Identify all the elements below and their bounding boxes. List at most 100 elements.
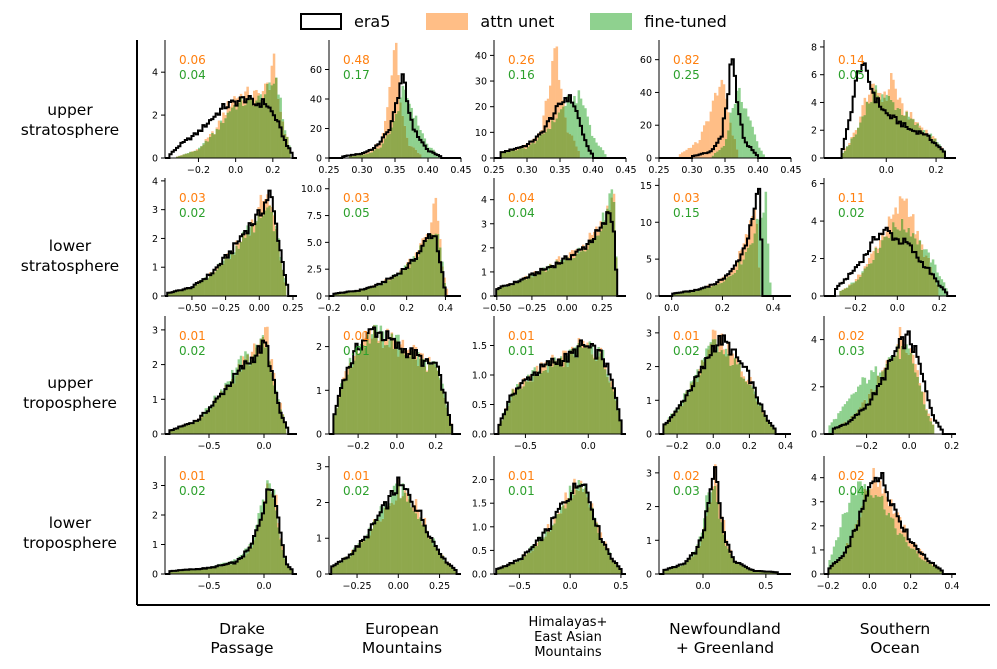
- attn-unet-bar: [870, 488, 873, 496]
- overlap-bar: [874, 494, 878, 574]
- overlap-bar: [253, 540, 256, 574]
- overlap-bar: [524, 554, 528, 574]
- x-tick-label: 0.40: [747, 165, 768, 176]
- overlap-bar: [202, 416, 205, 434]
- era5-step-line: [165, 339, 297, 435]
- overlap-bar: [599, 539, 603, 574]
- overlap-bar: [381, 518, 385, 574]
- overlap-bar: [439, 554, 442, 574]
- overlap-bar: [246, 230, 249, 296]
- fine-tuned-bar: [608, 193, 611, 211]
- attn-unet-bar: [384, 340, 387, 346]
- fine-tuned-bar: [381, 507, 385, 519]
- era5-step-line: [659, 187, 791, 297]
- overlap-bar: [700, 288, 704, 296]
- overlap-bar: [727, 353, 730, 434]
- overlap-bar: [546, 531, 550, 574]
- overlap-bar: [914, 372, 917, 434]
- x-tick-label: −0.5: [197, 441, 220, 452]
- overlap-bar: [191, 151, 194, 158]
- overlap-bar: [905, 542, 908, 574]
- overlap-bar: [555, 361, 559, 434]
- overlap-bar: [231, 107, 234, 158]
- overlap-bar: [740, 377, 743, 434]
- overlap-bar: [206, 278, 210, 296]
- y-tick-label: 2: [152, 511, 158, 522]
- fine-tuned-bar: [870, 370, 873, 389]
- overlap-bar: [689, 557, 693, 574]
- overlap-bar: [828, 568, 831, 574]
- y-tick-label: 3: [811, 497, 817, 508]
- y-tick-label: 0: [316, 570, 322, 581]
- fine-tuned-bar: [516, 384, 519, 387]
- overlap-bar: [731, 557, 735, 574]
- era5-step-line: [329, 73, 461, 159]
- y-tick-label: 60: [640, 55, 652, 66]
- overlap-bar: [714, 153, 717, 158]
- fine-tuned-bar: [863, 484, 867, 489]
- overlap-bar: [540, 538, 543, 574]
- overlap-bar: [736, 149, 739, 158]
- attn-unet-bar: [711, 486, 715, 490]
- fine-tuned-bar: [441, 261, 444, 267]
- overlap-bar: [716, 284, 719, 296]
- overlap-bar: [171, 292, 175, 296]
- fine-tuned-bar: [881, 94, 884, 102]
- x-tick-label: 0.2: [715, 303, 730, 314]
- attn-unet-bar: [923, 392, 926, 405]
- overlap-bar: [401, 496, 405, 574]
- attn-unet-bar: [555, 46, 559, 119]
- attn-unet-bar: [377, 144, 380, 149]
- overlap-bar: [898, 358, 902, 434]
- overlap-bar: [428, 538, 431, 574]
- y-tick-label: 2.0: [472, 475, 487, 486]
- overlap-bar: [333, 565, 336, 574]
- fine-tuned-bar: [571, 104, 574, 136]
- overlap-bar: [268, 89, 271, 158]
- overlap-bar: [522, 556, 526, 574]
- overlap-bar: [270, 372, 274, 434]
- attn-unet-score: 0.02: [838, 469, 865, 483]
- overlap-bar: [865, 491, 869, 574]
- overlap-bar: [261, 336, 265, 434]
- overlap-bar: [705, 287, 708, 296]
- x-tick-label: 0.35: [384, 165, 405, 176]
- overlap-bar: [887, 358, 891, 434]
- overlap-bar: [894, 528, 897, 574]
- overlap-bar: [920, 130, 924, 158]
- overlap-bar: [228, 258, 232, 296]
- overlap-bar: [850, 415, 853, 434]
- overlap-bar: [527, 552, 530, 574]
- y-tick-label: 2: [811, 126, 817, 137]
- fine-tuned-bar: [259, 94, 263, 100]
- overlap-bar: [209, 274, 212, 296]
- overlap-bar: [355, 349, 358, 434]
- fine-tuned-bar: [348, 357, 352, 364]
- attn-unet-score: 0.02: [673, 469, 700, 483]
- y-tick-label: 1.5: [472, 341, 487, 352]
- x-tick-label: −0.25: [517, 303, 546, 314]
- attn-unet-bar: [692, 144, 695, 158]
- overlap-bar: [187, 153, 190, 158]
- overlap-bar: [272, 385, 276, 434]
- legend-label: era5: [354, 11, 391, 31]
- overlap-bar: [242, 366, 245, 434]
- overlap-bar: [244, 237, 247, 296]
- overlap-bar: [502, 413, 506, 434]
- overlap-bar: [248, 98, 252, 158]
- x-tick-label: 0.25: [429, 581, 450, 592]
- overlap-bar: [410, 262, 413, 296]
- fine-tuned-bar: [202, 413, 205, 417]
- era5-step-line: [165, 94, 297, 159]
- row-label-lower-stratosphere: lower stratosphere: [20, 237, 120, 275]
- overlap-bar: [612, 562, 616, 574]
- fine-tuned-bar: [762, 154, 765, 158]
- overlap-bar: [432, 363, 435, 434]
- fine-tuned-bar: [841, 514, 845, 557]
- overlap-bar: [257, 355, 260, 434]
- attn-unet-bar: [272, 53, 276, 84]
- fine-tuned-bar: [938, 144, 941, 147]
- fine-tuned-bar: [281, 119, 285, 122]
